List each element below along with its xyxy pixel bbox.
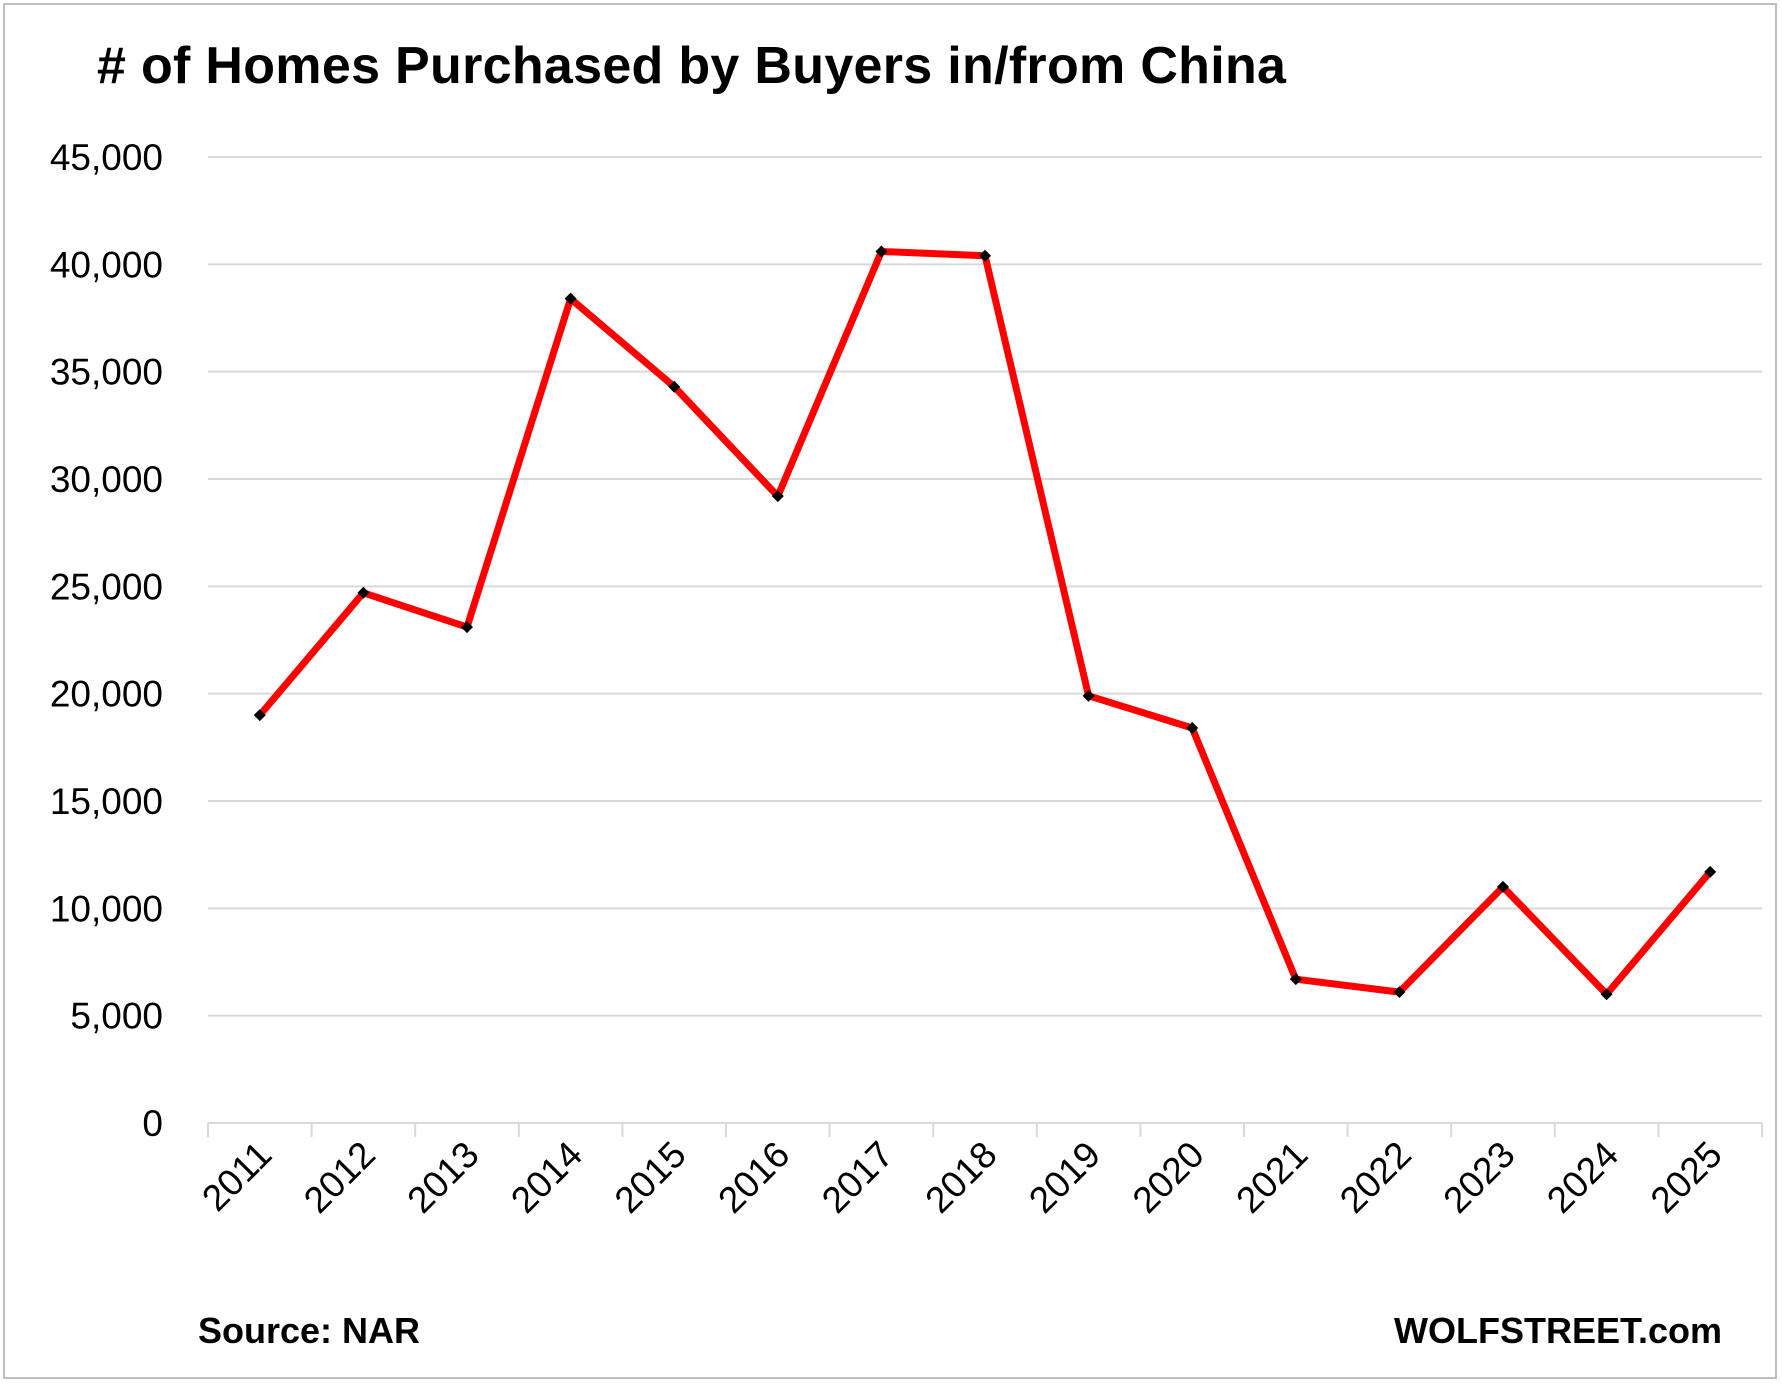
- x-tick-label: 2023: [1435, 1134, 1522, 1221]
- x-tick-label: 2020: [1125, 1134, 1212, 1221]
- x-tick-label: 2019: [1021, 1134, 1108, 1221]
- x-axis: [207, 1122, 1763, 1137]
- data-point: [461, 621, 473, 634]
- y-tick-label: 40,000: [50, 244, 163, 285]
- x-tick-label: 2015: [607, 1134, 694, 1221]
- source-note: Source: NAR: [198, 1310, 421, 1351]
- data-point: [1704, 865, 1717, 878]
- y-tick-label: 15,000: [50, 781, 163, 822]
- data-point: [1393, 986, 1406, 999]
- data-point: [1082, 689, 1095, 702]
- x-tick-label: 2014: [503, 1134, 590, 1221]
- credit-note: WOLFSTREET.com: [1393, 1310, 1722, 1351]
- y-tick-label: 30,000: [50, 459, 163, 500]
- x-tick-label: 2024: [1539, 1134, 1626, 1221]
- gridlines: [208, 156, 1762, 1017]
- data-point: [1186, 722, 1199, 735]
- data-point: [668, 380, 681, 393]
- chart-frame: [3, 3, 1777, 1379]
- chart-title: # of Homes Purchased by Buyers in/from C…: [97, 37, 1287, 95]
- y-tick-label: 0: [142, 1103, 163, 1144]
- x-tick-label: 2017: [814, 1134, 901, 1221]
- y-tick-label: 25,000: [50, 566, 163, 607]
- x-tick-label: 2018: [917, 1134, 1004, 1221]
- x-tick-label: 2011: [194, 1134, 279, 1219]
- x-axis-ticks: 2011 2012 2013 2014 2015 2016 2017 2018 2019 2020…: [194, 1134, 1730, 1221]
- x-tick-label: 2016: [710, 1134, 797, 1221]
- x-tick-label: 2022: [1332, 1134, 1419, 1221]
- data-point: [357, 586, 370, 599]
- data-point: [1497, 880, 1509, 893]
- data-point: [564, 292, 577, 305]
- data-point: [979, 249, 991, 262]
- y-tick-label: 10,000: [50, 888, 163, 929]
- x-tick-label: 2012: [296, 1134, 383, 1221]
- y-tick-label: 5,000: [70, 996, 163, 1037]
- data-point: [253, 709, 266, 722]
- y-axis-ticks: 0 5,000 10,000 15,000 20,000 25,000 30,000 35,0…: [50, 137, 163, 1144]
- x-tick-label: 2013: [399, 1134, 486, 1221]
- data-point: [771, 490, 784, 503]
- y-tick-label: 35,000: [50, 352, 163, 393]
- y-tick-label: 20,000: [50, 674, 163, 715]
- data-point: [875, 245, 888, 258]
- series-line: [256, 248, 1714, 998]
- y-tick-label: 45,000: [50, 137, 163, 178]
- data-point: [1289, 973, 1302, 986]
- x-tick-label: 2021: [1228, 1134, 1315, 1221]
- x-tick-label: 2025: [1643, 1134, 1730, 1221]
- data-point: [1600, 988, 1613, 1001]
- series-layer: [253, 245, 1717, 1001]
